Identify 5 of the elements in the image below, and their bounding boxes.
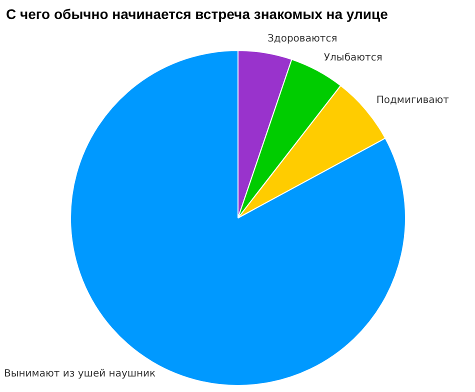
slice-label: Здороваются	[268, 34, 338, 45]
slice-label: Подмигивают	[376, 95, 450, 106]
chart-title: С чего обычно начинается встреча знакомых на улице	[6, 6, 388, 22]
slice-label: Вынимают из ушей наушник	[4, 368, 156, 380]
slice-label: Улыбаются	[324, 52, 382, 64]
